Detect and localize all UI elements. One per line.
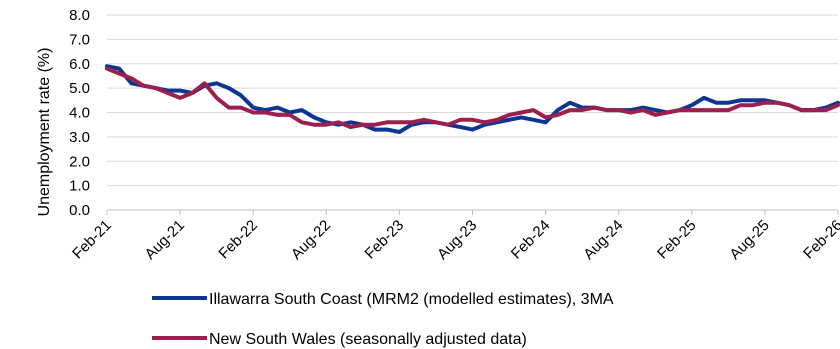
x-tick-label: Feb-24	[508, 217, 554, 263]
y-axis-ticks: 0.0 1.0 2.0 3.0 4.0 5.0 6.0 7.0 8.0	[69, 7, 90, 219]
y-tick-label: 3.0	[69, 129, 90, 146]
y-tick-label: 6.0	[69, 56, 90, 73]
legend-label: New South Wales (seasonally adjusted dat…	[209, 331, 527, 348]
series-lines	[105, 64, 840, 134]
series-line-0	[105, 64, 840, 134]
x-tick-label: Feb-26	[800, 217, 840, 263]
legend-label: Illawarra South Coast (MRM2 (modelled es…	[209, 291, 614, 308]
x-tick-label: Aug-22	[288, 217, 334, 263]
x-tick-label: Aug-24	[580, 217, 626, 263]
x-tick-label: Aug-23	[434, 217, 480, 263]
x-tick-label: Feb-23	[362, 217, 408, 263]
x-tick-label: Feb-25	[654, 217, 700, 263]
y-tick-label: 5.0	[69, 80, 90, 97]
y-tick-label: 2.0	[69, 153, 90, 170]
y-axis-title: Unemployment rate (%)	[36, 48, 53, 217]
x-tick-label: Feb-21	[69, 217, 115, 263]
x-tick-label: Aug-25	[727, 217, 773, 263]
series-line-1	[105, 66, 840, 130]
y-tick-label: 8.0	[69, 7, 90, 24]
x-tick-label: Aug-21	[142, 217, 188, 263]
y-tick-label: 4.0	[69, 105, 90, 122]
y-tick-label: 7.0	[69, 31, 90, 48]
legend: Illawarra South Coast (MRM2 (modelled es…	[152, 291, 614, 348]
x-axis: Feb-21 Aug-21 Feb-22 Aug-22 Feb-23 Aug-23 Feb-…	[69, 209, 840, 263]
x-tick-label: Feb-22	[215, 217, 261, 263]
y-tick-label: 0.0	[69, 202, 90, 219]
y-tick-label: 1.0	[69, 178, 90, 195]
